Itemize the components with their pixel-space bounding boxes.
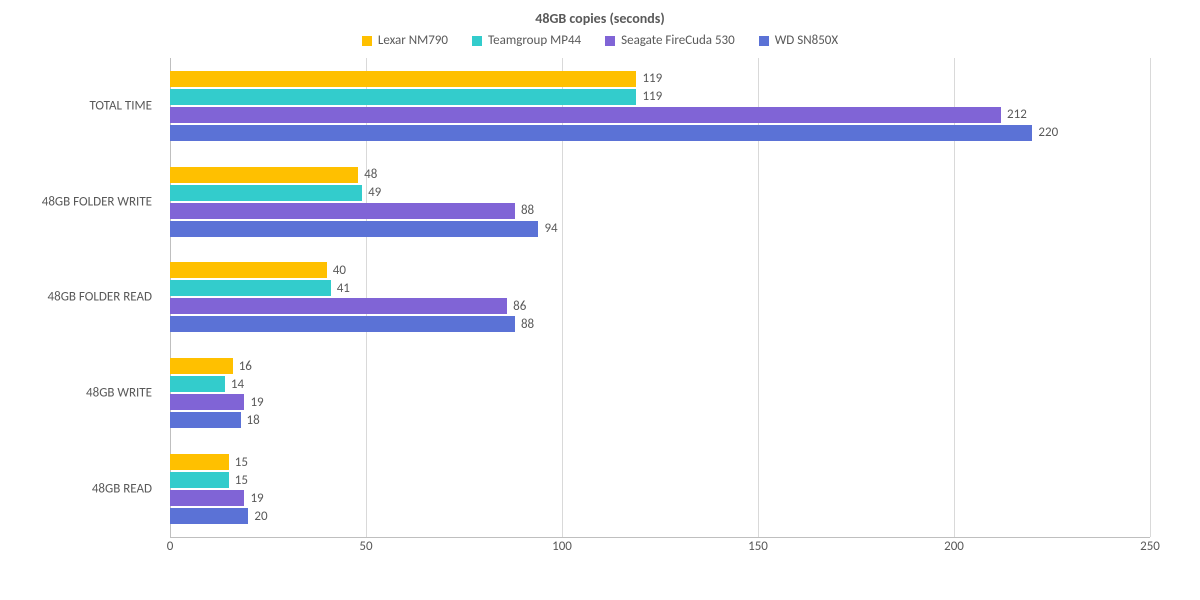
bar-row: 212: [170, 107, 1150, 123]
bar-row: 220: [170, 125, 1150, 141]
bar: [170, 221, 538, 237]
legend-label: WD SN850X: [775, 33, 838, 48]
bar: [170, 107, 1001, 123]
category-group: 48GB FOLDER WRITE48498894: [170, 154, 1150, 250]
bar: [170, 508, 248, 524]
category-label: TOTAL TIME: [20, 98, 160, 113]
bar-value-label: 212: [1007, 107, 1027, 122]
bar-row: 94: [170, 221, 1150, 237]
bar-row: 40: [170, 262, 1150, 278]
bar: [170, 167, 358, 183]
bar-row: 19: [170, 394, 1150, 410]
bar-value-label: 86: [513, 299, 526, 314]
bar: [170, 394, 244, 410]
bar-row: 49: [170, 185, 1150, 201]
bar: [170, 454, 229, 470]
bar-row: 119: [170, 71, 1150, 87]
bar: [170, 472, 229, 488]
bar-row: 88: [170, 203, 1150, 219]
bar: [170, 412, 241, 428]
bar-row: 14: [170, 376, 1150, 392]
legend-item: Lexar NM790: [362, 33, 448, 48]
bar-value-label: 119: [642, 89, 662, 104]
x-axis-tick: 200: [944, 539, 964, 554]
legend-label: Lexar NM790: [378, 33, 448, 48]
bar: [170, 262, 327, 278]
legend-item: WD SN850X: [759, 33, 838, 48]
bar: [170, 298, 507, 314]
bar: [170, 280, 331, 296]
x-axis-tick: 0: [167, 539, 174, 554]
legend-item: Seagate FireCuda 530: [605, 33, 735, 48]
bar-value-label: 16: [239, 359, 252, 374]
x-axis-tick: 250: [1140, 539, 1160, 554]
bar: [170, 203, 515, 219]
bar-row: 18: [170, 412, 1150, 428]
bar-value-label: 19: [250, 395, 263, 410]
bar-value-label: 88: [521, 203, 534, 218]
bar-row: 48: [170, 167, 1150, 183]
bar: [170, 71, 636, 87]
x-axis-tick: 100: [552, 539, 572, 554]
bar-row: 41: [170, 280, 1150, 296]
plot-area: TOTAL TIME11911921222048GB FOLDER WRITE4…: [170, 58, 1150, 538]
legend-swatch-icon: [362, 36, 372, 46]
bar-row: 20: [170, 508, 1150, 524]
category-group: 48GB WRITE16141918: [170, 345, 1150, 441]
bar: [170, 376, 225, 392]
bar-value-label: 20: [254, 509, 267, 524]
bar-value-label: 94: [544, 221, 557, 236]
bar-row: 88: [170, 316, 1150, 332]
legend-label: Seagate FireCuda 530: [621, 33, 735, 48]
bar-row: 15: [170, 472, 1150, 488]
categories: TOTAL TIME11911921222048GB FOLDER WRITE4…: [170, 58, 1150, 537]
bar-value-label: 49: [368, 185, 381, 200]
bar-row: 16: [170, 358, 1150, 374]
category-label: 48GB FOLDER WRITE: [20, 194, 160, 209]
bar: [170, 89, 636, 105]
x-axis-tick: 150: [748, 539, 768, 554]
legend: Lexar NM790 Teamgroup MP44 Seagate FireCud…: [30, 33, 1170, 48]
x-axis: 050100150200250: [170, 539, 1150, 559]
bar: [170, 316, 515, 332]
bar-value-label: 15: [235, 455, 248, 470]
bar: [170, 358, 233, 374]
chart-container: 48GB copies (seconds) Lexar NM790 Teamgro…: [0, 0, 1200, 600]
bar-value-label: 48: [364, 167, 377, 182]
legend-label: Teamgroup MP44: [488, 33, 581, 48]
category-group: TOTAL TIME119119212220: [170, 58, 1150, 154]
bar: [170, 185, 362, 201]
legend-item: Teamgroup MP44: [472, 33, 581, 48]
bar-row: 15: [170, 454, 1150, 470]
legend-swatch-icon: [605, 36, 615, 46]
bar-value-label: 19: [250, 491, 263, 506]
bar-row: 86: [170, 298, 1150, 314]
category-label: 48GB FOLDER READ: [20, 290, 160, 305]
bar-value-label: 14: [231, 377, 244, 392]
x-axis-tick: 50: [359, 539, 372, 554]
bar-value-label: 88: [521, 317, 534, 332]
chart-title: 48GB copies (seconds): [30, 10, 1170, 27]
bar-row: 19: [170, 490, 1150, 506]
bar: [170, 490, 244, 506]
legend-swatch-icon: [472, 36, 482, 46]
category-label: 48GB READ: [20, 482, 160, 497]
bar-value-label: 40: [333, 263, 346, 278]
bar: [170, 125, 1032, 141]
legend-swatch-icon: [759, 36, 769, 46]
bar-value-label: 220: [1038, 125, 1058, 140]
category-group: 48GB FOLDER READ40418688: [170, 250, 1150, 346]
gridline: [1150, 58, 1151, 537]
category-label: 48GB WRITE: [20, 386, 160, 401]
bar-row: 119: [170, 89, 1150, 105]
bar-value-label: 41: [337, 281, 350, 296]
bar-value-label: 119: [642, 71, 662, 86]
bar-value-label: 18: [247, 413, 260, 428]
category-group: 48GB READ15151920: [170, 441, 1150, 537]
bar-value-label: 15: [235, 473, 248, 488]
